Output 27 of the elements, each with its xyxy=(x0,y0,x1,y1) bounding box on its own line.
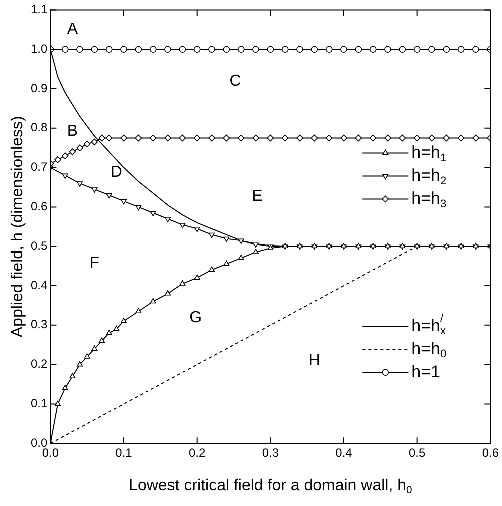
annotation: F xyxy=(90,255,100,272)
annotation: B xyxy=(67,122,78,140)
annotation: D xyxy=(110,164,122,182)
y-tick-label: 0.9 xyxy=(30,81,48,96)
y-tick-label: 1.1 xyxy=(30,2,48,17)
annotation: A xyxy=(67,21,78,38)
x-tick-label: 0.2 xyxy=(188,446,206,460)
legend-label: h=1 xyxy=(412,362,441,382)
y-tick-label: 1.0 xyxy=(30,42,48,56)
x-tick-label: 0.6 xyxy=(482,446,500,460)
y-tick-label: 0.3 xyxy=(30,318,48,332)
y-tick-label: 0.1 xyxy=(30,396,48,411)
y-tick-label: 0.8 xyxy=(30,120,48,135)
x-tick-label: 0.3 xyxy=(262,446,280,460)
x-tick-label: 0.5 xyxy=(408,446,426,460)
y-tick-label: 0.4 xyxy=(30,278,48,292)
x-tick-label: 0.1 xyxy=(116,446,133,460)
annotation: G xyxy=(190,309,202,326)
annotation: C xyxy=(230,73,242,90)
y-tick-label: 0.7 xyxy=(30,160,48,174)
annotation: H xyxy=(308,352,320,370)
y-tick-label: 0.2 xyxy=(30,357,48,372)
y-tick-label: 0.5 xyxy=(30,238,48,253)
annotation: E xyxy=(252,188,263,205)
y-axis-title: Applied field, h (dimensionless) xyxy=(9,116,26,338)
x-tick-label: 0.4 xyxy=(336,446,353,460)
y-tick-label: 0.6 xyxy=(30,200,48,214)
